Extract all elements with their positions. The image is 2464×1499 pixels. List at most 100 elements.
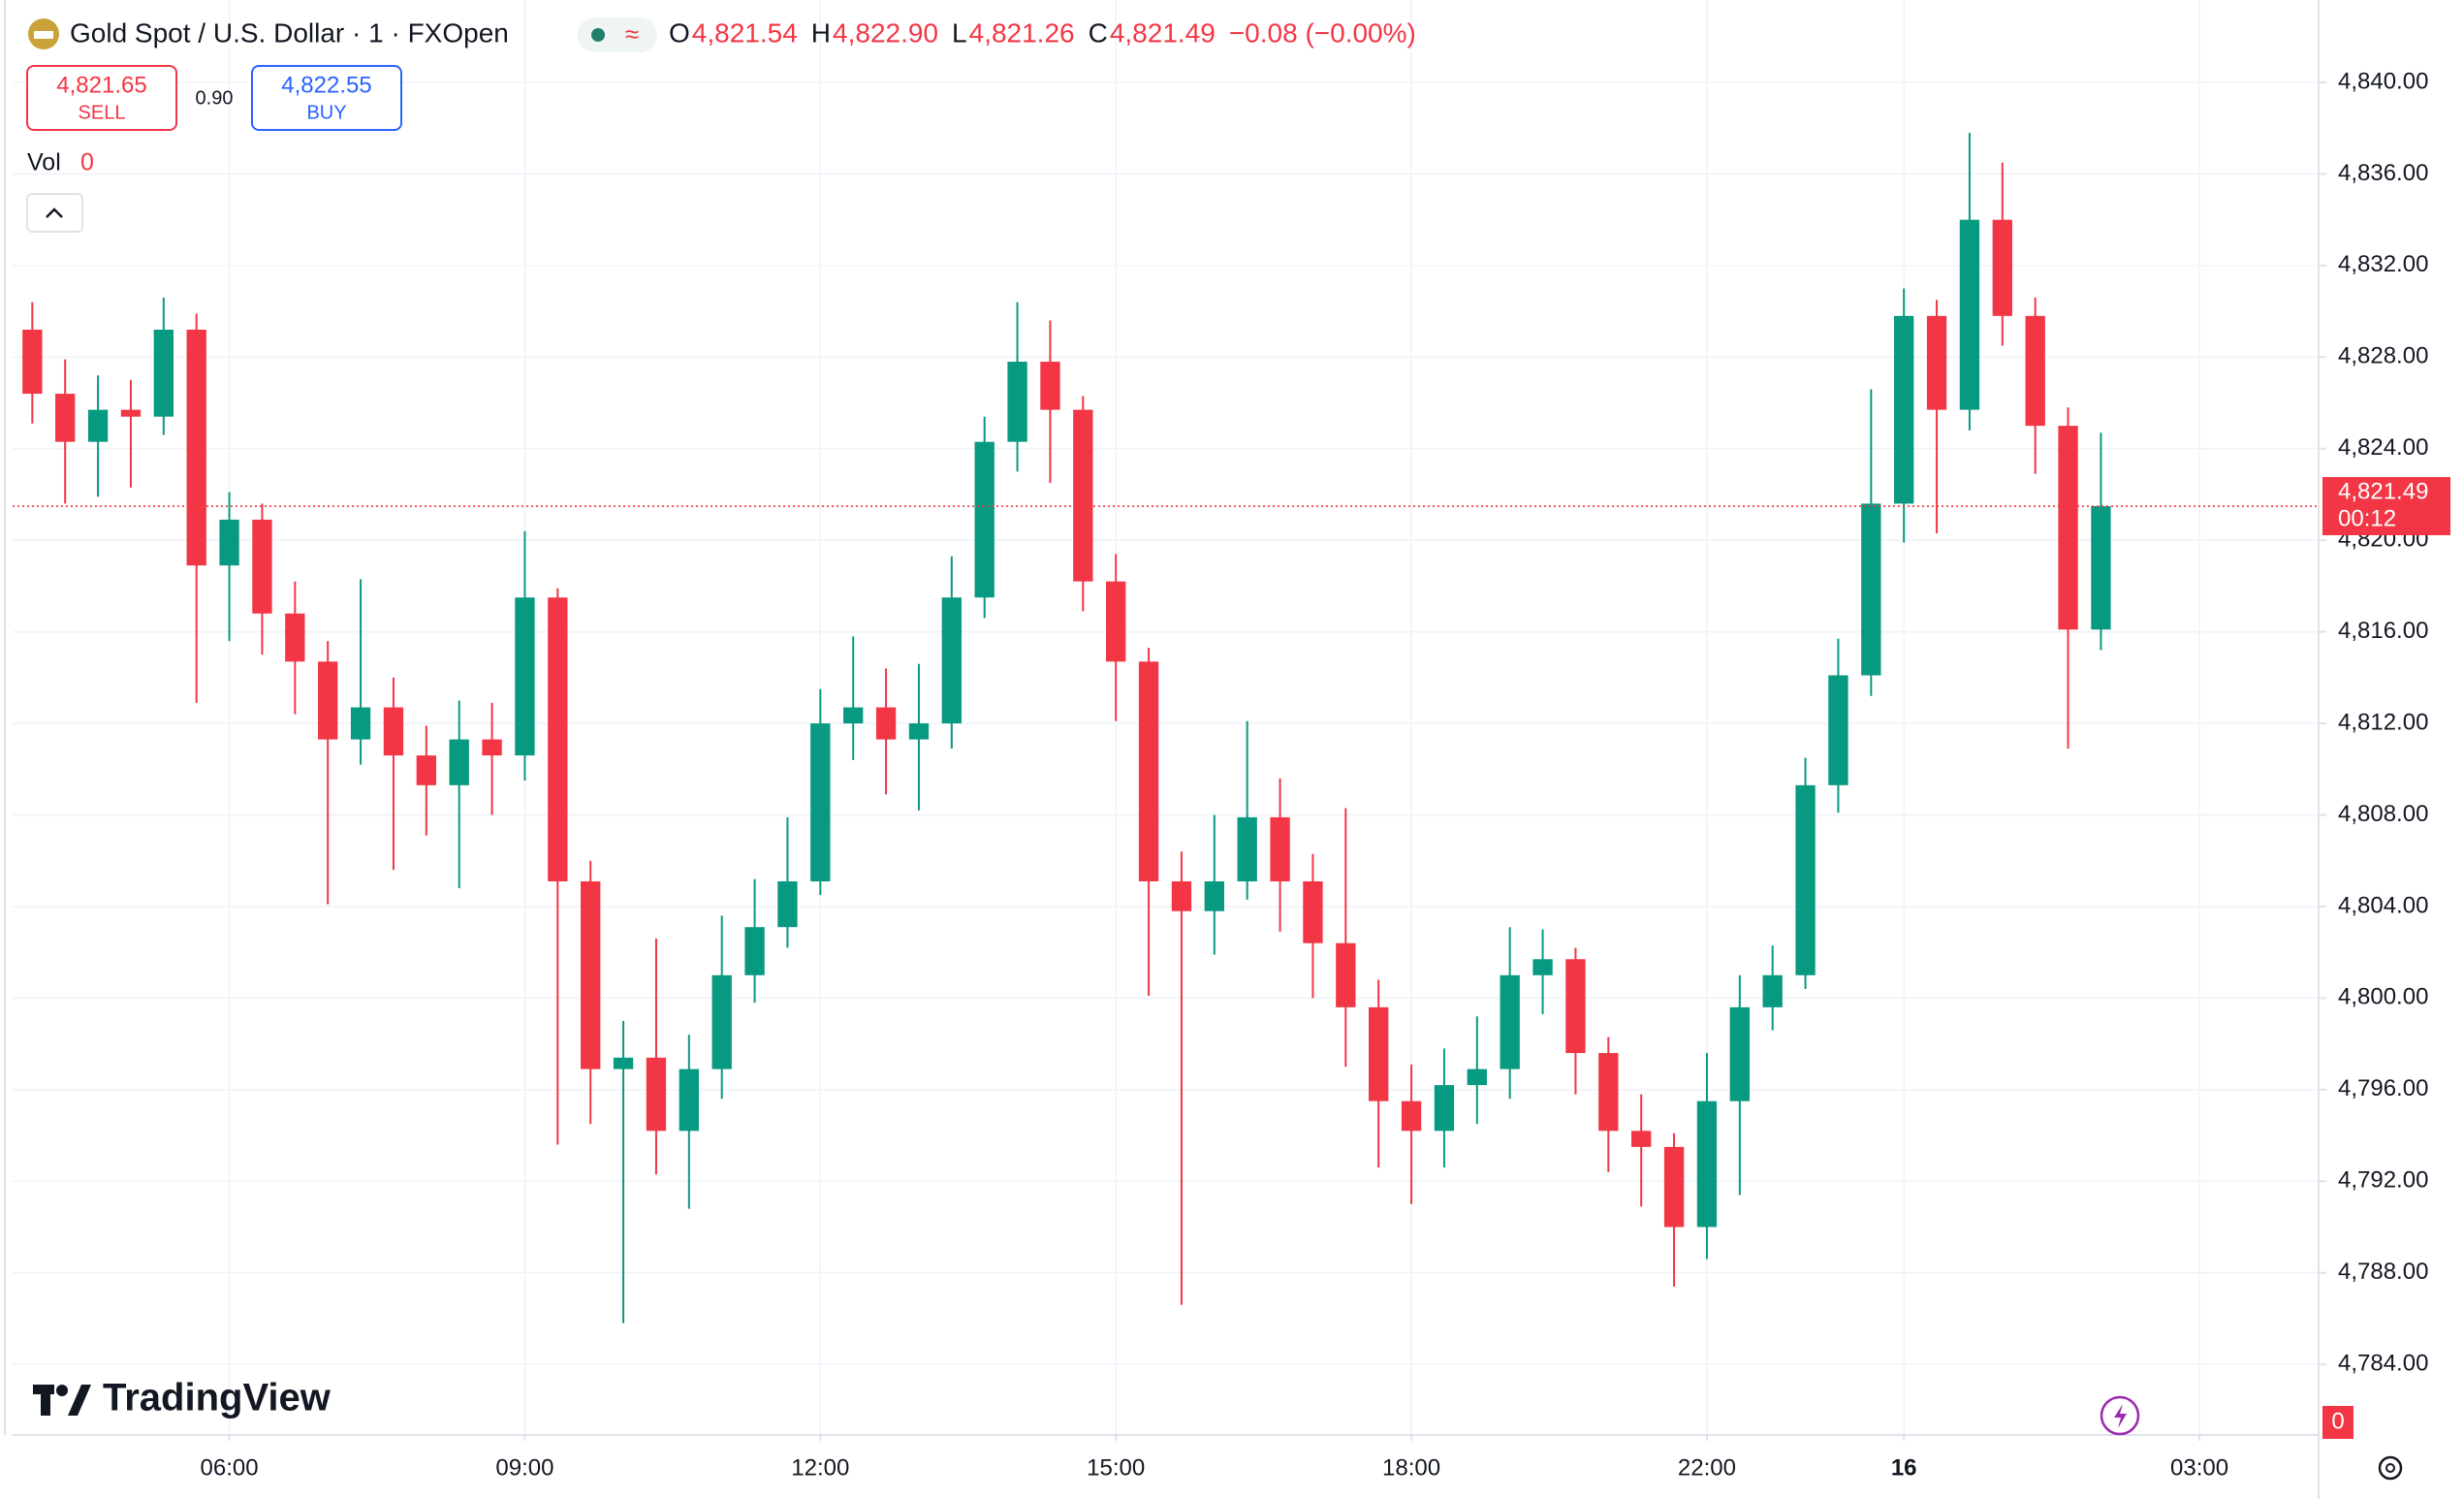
candle-body [1303,880,1323,943]
market-status-dot [591,28,605,42]
candle-body [646,1057,667,1132]
candle-body [1204,880,1224,911]
collapse-button[interactable] [26,193,83,233]
candle-body [482,739,502,756]
candle-body [1171,880,1192,911]
y-tick-label: 4,804.00 [2338,892,2428,918]
candle-body [120,409,142,417]
x-tick-label: 12:00 [791,1454,849,1481]
candle-body [55,394,76,442]
x-tick-label: 15:00 [1087,1454,1145,1481]
last-price-tag [2322,477,2450,536]
y-tick-label: 4,800.00 [2338,984,2428,1010]
ohlc-key: O [669,17,690,48]
candle-body [1565,959,1586,1054]
sell-button[interactable] [26,65,177,131]
y-tick-label: 4,812.00 [2338,709,2428,735]
candle-body [744,927,765,975]
candle-body [153,329,174,417]
y-tick-label: 4,808.00 [2338,801,2428,827]
symbol-icon-bar [34,31,53,39]
ohlc-legend: O 4,821.54 H 4,822.90 L 4,821.26 C 4,821.49 [669,17,1216,48]
ohlc-value: 4,821.54 [692,17,798,48]
candle-body [285,613,305,662]
candle-body [908,723,930,740]
candle-body [711,974,732,1069]
y-tick-label: 4,784.00 [2338,1351,2428,1377]
y-tick-label: 4,816.00 [2338,618,2428,644]
candle-body [2058,426,2078,630]
candle-body [1500,974,1520,1069]
x-tick-label: 22:00 [1678,1454,1736,1481]
status-pill[interactable] [578,17,657,52]
candle-body [1532,959,1553,975]
candle-body [1959,219,1980,410]
candle-body [252,519,272,614]
y-tick-label: 4,828.00 [2338,343,2428,369]
candle-body [613,1057,634,1069]
x-tick-label: 06:00 [201,1454,259,1481]
candle-body [1467,1068,1487,1086]
candle-body [548,597,568,881]
x-tick-label: 16 [1891,1454,1917,1481]
ohlc-key: H [811,17,831,48]
candle-body [416,755,436,785]
watermark-text: TradingView [103,1377,332,1419]
candle-body [810,723,831,881]
change: −0.08 (−0.00%) [1229,17,1416,48]
candle-body [974,441,995,598]
ohlc-value: 4,822.90 [833,17,938,48]
y-tick-label: 4,788.00 [2338,1259,2428,1285]
candle-body [1663,1146,1685,1228]
candle-body [186,329,206,566]
candle-body [1992,219,2012,316]
buy-price: 4,822.55 [281,72,371,98]
ohlc-value: 4,821.49 [1110,17,1216,48]
ohlc-key: L [952,17,967,48]
candle-body [1729,1006,1750,1101]
candle-body [679,1068,699,1132]
candle-body [1631,1131,1652,1147]
candle-body [941,597,962,724]
y-tick-label: 4,840.00 [2338,68,2428,94]
candle-body [1828,675,1848,785]
candle-body [383,707,404,756]
data-status-icon: ≈ [625,19,639,48]
settings-icon [2385,1463,2395,1473]
candle-body [1696,1100,1718,1228]
candle-body [318,661,338,740]
candle-body [581,880,601,1069]
candle-body [1007,362,1027,442]
y-tick-label: 4,792.00 [2338,1167,2428,1194]
candle-body [1401,1100,1422,1132]
last-price-label: 4,821.49 [2338,478,2428,504]
x-tick-label: 09:00 [495,1454,553,1481]
y-tick-label: 4,832.00 [2338,251,2428,277]
candle-body [1237,816,1257,881]
candle-body [2025,315,2045,427]
candle-body [1073,409,1093,582]
candle-body [875,707,897,740]
candle-body [843,707,864,724]
bar-countdown: 00:12 [2338,505,2396,531]
alert-icon [2114,1404,2127,1428]
watermark-logo [33,1385,91,1416]
candle-body [2091,506,2111,630]
x-tick-label: 18:00 [1382,1454,1440,1481]
candle-body [1369,1006,1389,1101]
candle-body [449,739,469,785]
settings-button[interactable] [2378,1455,2403,1481]
y-tick-label: 4,836.00 [2338,160,2428,186]
candle-body [1926,315,1947,410]
candle-body [1270,816,1290,881]
candle-body [1762,974,1783,1007]
buy-button[interactable] [251,65,402,131]
volume-label: Vol [27,149,61,176]
symbol-title[interactable]: Gold Spot / U.S. Dollar · 1 · FXOpen [70,17,509,48]
candle-body [1138,661,1159,881]
candle-body [1336,942,1356,1007]
candle-body [777,880,798,928]
candle-body [350,707,371,740]
